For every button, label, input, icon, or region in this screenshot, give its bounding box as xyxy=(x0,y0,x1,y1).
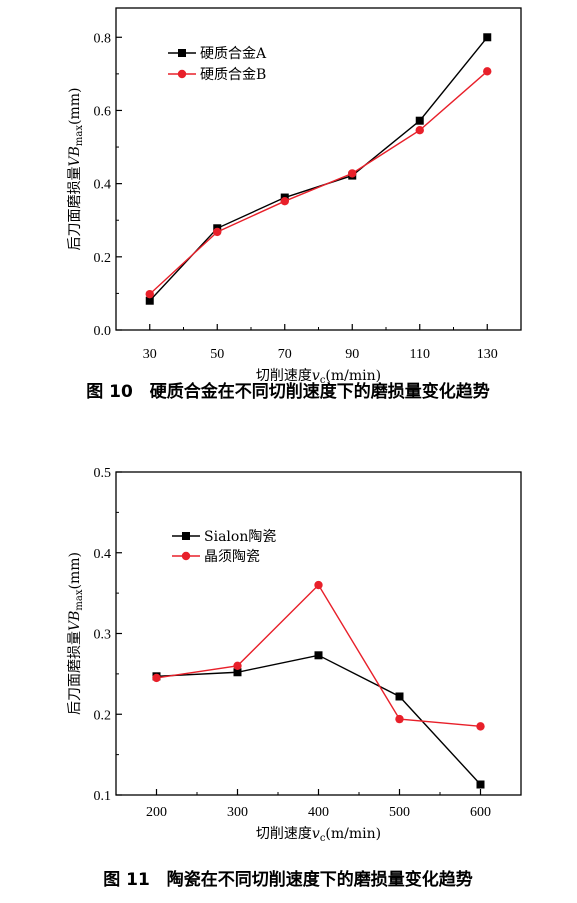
legend-marker xyxy=(181,551,191,561)
y-tick-label: 0.3 xyxy=(94,628,112,643)
legend-marker xyxy=(177,69,187,79)
data-point xyxy=(415,126,424,135)
data-point xyxy=(483,33,492,42)
data-point xyxy=(476,780,485,789)
x-tick-label: 90 xyxy=(345,347,359,362)
figure-caption: 图 11 陶瓷在不同切削速度下的磨损量变化趋势 xyxy=(103,869,473,890)
legend-label: 硬质合金B xyxy=(200,67,266,83)
data-point xyxy=(233,661,242,670)
data-point xyxy=(314,651,323,660)
chart-10: 30 50 70 90 110 130 0.0 0.2 0.4 0.6 0.8 切削速度vc(m/mi… xyxy=(67,7,522,402)
legend-marker xyxy=(182,532,190,540)
legend-marker xyxy=(178,49,186,57)
legend: 硬质合金A 硬质合金B xyxy=(168,46,267,83)
plot-frame xyxy=(115,471,522,796)
x-tick-label: 110 xyxy=(410,347,430,362)
x-tick-label: 130 xyxy=(477,347,498,362)
x-tick-label: 70 xyxy=(278,347,292,362)
y-axis-label: 后刀面磨损量VBmax(mm) xyxy=(67,88,85,251)
chart-11: 200 300 400 500 600 0.1 0.2 0.3 0.4 0.5 切削速度vc(m/m… xyxy=(67,466,522,890)
x-axis-label: 切削速度vc(m/min) xyxy=(256,826,381,844)
x-tick-label: 400 xyxy=(308,805,329,820)
data-point xyxy=(145,289,154,299)
series-a xyxy=(152,651,485,789)
data-point xyxy=(145,296,154,305)
series-line xyxy=(149,70,488,295)
plot-frame xyxy=(115,7,522,331)
data-point xyxy=(415,116,424,125)
data-point xyxy=(476,722,485,731)
data-point xyxy=(280,197,289,206)
y-tick-label: 0.4 xyxy=(94,178,112,193)
y-tick-label: 0.0 xyxy=(94,324,112,339)
y-tick-label: 0.2 xyxy=(94,251,112,266)
y-tick-label: 0.5 xyxy=(94,466,112,481)
y-tick-label: 0.2 xyxy=(94,708,112,723)
legend-label: Sialon陶瓷 xyxy=(204,529,276,545)
x-axis-label: 切削速度vc(m/min) xyxy=(256,368,381,386)
data-point xyxy=(348,169,357,178)
data-point xyxy=(213,227,222,237)
x-tick-label: 300 xyxy=(227,805,248,820)
series-b xyxy=(152,580,485,731)
data-point xyxy=(233,668,242,677)
series-a xyxy=(145,33,492,305)
x-tick-label: 50 xyxy=(210,347,224,362)
y-tick-label: 0.4 xyxy=(94,547,112,562)
x-tick-label: 200 xyxy=(146,805,167,820)
data-point xyxy=(395,714,404,724)
x-tick-label: 30 xyxy=(143,347,157,362)
y-axis-label: 后刀面磨损量VBmax(mm) xyxy=(67,552,85,715)
data-point xyxy=(395,692,404,701)
legend-label: 硬质合金A xyxy=(200,46,267,62)
figure-caption: 图 10 硬质合金在不同切削速度下的磨损量变化趋势 xyxy=(86,381,490,402)
y-tick-label: 0.8 xyxy=(94,31,112,46)
data-point xyxy=(483,67,492,76)
x-tick-label: 500 xyxy=(389,805,410,820)
legend-label: 晶须陶瓷 xyxy=(204,549,260,565)
x-tick-label: 600 xyxy=(470,805,491,820)
data-point xyxy=(314,580,323,590)
series-line xyxy=(156,654,482,785)
data-point xyxy=(152,673,161,683)
y-tick-label: 0.6 xyxy=(94,104,112,119)
y-tick-label: 0.1 xyxy=(94,789,112,804)
series-b xyxy=(145,67,492,299)
